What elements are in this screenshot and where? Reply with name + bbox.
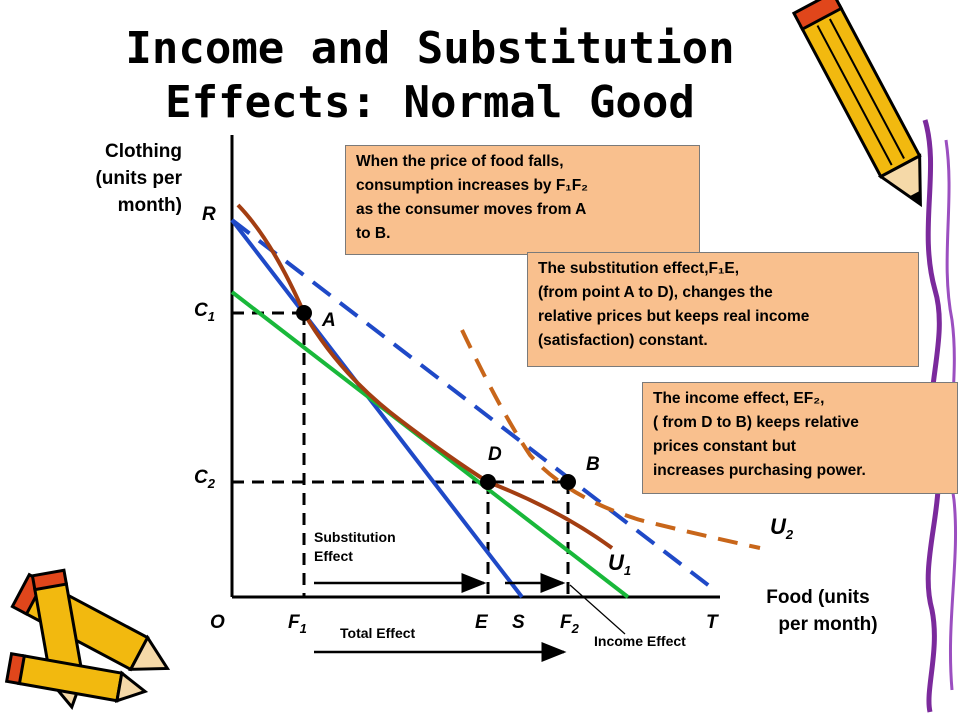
annotation-box-price-fall: When the price of food falls, consumptio…: [345, 145, 700, 255]
income-effect-label: Income Effect: [594, 633, 686, 649]
substitution-effect-label: Substitution Effect: [314, 528, 396, 566]
annotation-box-substitution: The substitution effect,F₁E, (from point…: [527, 252, 919, 367]
page-title-line2: Effects: Normal Good: [165, 77, 695, 128]
label-u2: U2: [770, 514, 794, 542]
annotation-line: as the consumer moves from A: [356, 201, 587, 218]
page-title-line1: Income and Substitution: [125, 23, 735, 74]
pencil-icon: [791, 0, 922, 208]
indifference-curve-u1: [236, 203, 614, 550]
x-axis-label-line: Food (units: [766, 587, 870, 608]
y-axis-label-line: (units per: [95, 168, 182, 189]
annotation-line: (from point A to D), changes the: [538, 284, 773, 301]
annotation-line: to B.: [356, 225, 391, 242]
annotation-line: The substitution effect,F₁E,: [538, 260, 740, 277]
label-origin: O: [210, 612, 225, 633]
label-d: D: [488, 444, 502, 465]
annotation-line: consumption increases by F₁F₂: [356, 177, 589, 194]
label-c2: C2: [194, 467, 215, 491]
label-f1: F1: [288, 612, 307, 636]
label-r: R: [202, 204, 216, 225]
label-b: B: [586, 454, 600, 475]
annotation-line: When the price of food falls,: [356, 153, 564, 170]
label-f2: F2: [560, 612, 579, 636]
label-u1: U1: [608, 550, 632, 578]
y-axis-label-line: Clothing: [104, 141, 182, 162]
substitution-effect-label-line: Effect: [314, 548, 353, 564]
point-d: [480, 474, 496, 490]
annotation-line: The income effect, EF₂,: [653, 390, 825, 407]
pencil-icon: [4, 651, 149, 703]
x-axis-label: Food (units per month): [738, 584, 898, 638]
label-s: S: [512, 612, 525, 633]
income-effect-pointer: [569, 584, 626, 635]
indifference-curve-u2: [460, 329, 761, 550]
annotation-line: relative prices but keeps real income: [538, 308, 810, 325]
x-axis-label-line: per month): [778, 614, 878, 635]
annotation-line: (satisfaction) constant.: [538, 332, 708, 349]
label-t: T: [706, 612, 718, 633]
label-c1: C1: [194, 300, 215, 324]
label-e: E: [475, 612, 488, 633]
label-a: A: [322, 310, 336, 331]
annotation-line: ( from D to B) keeps relative: [653, 414, 859, 431]
substitution-effect-label-line: Substitution: [314, 529, 396, 545]
total-effect-label: Total Effect: [340, 625, 416, 641]
annotation-line: prices constant but: [653, 438, 796, 455]
y-axis-label-line: month): [117, 195, 182, 216]
y-axis-label: Clothing (units per month): [60, 138, 182, 219]
annotation-line: increases purchasing power.: [653, 462, 866, 479]
point-b: [560, 474, 576, 490]
budget-line-original: [230, 218, 524, 599]
annotation-box-income: The income effect, EF₂, ( from D to B) k…: [642, 382, 958, 494]
point-a: [296, 305, 312, 321]
